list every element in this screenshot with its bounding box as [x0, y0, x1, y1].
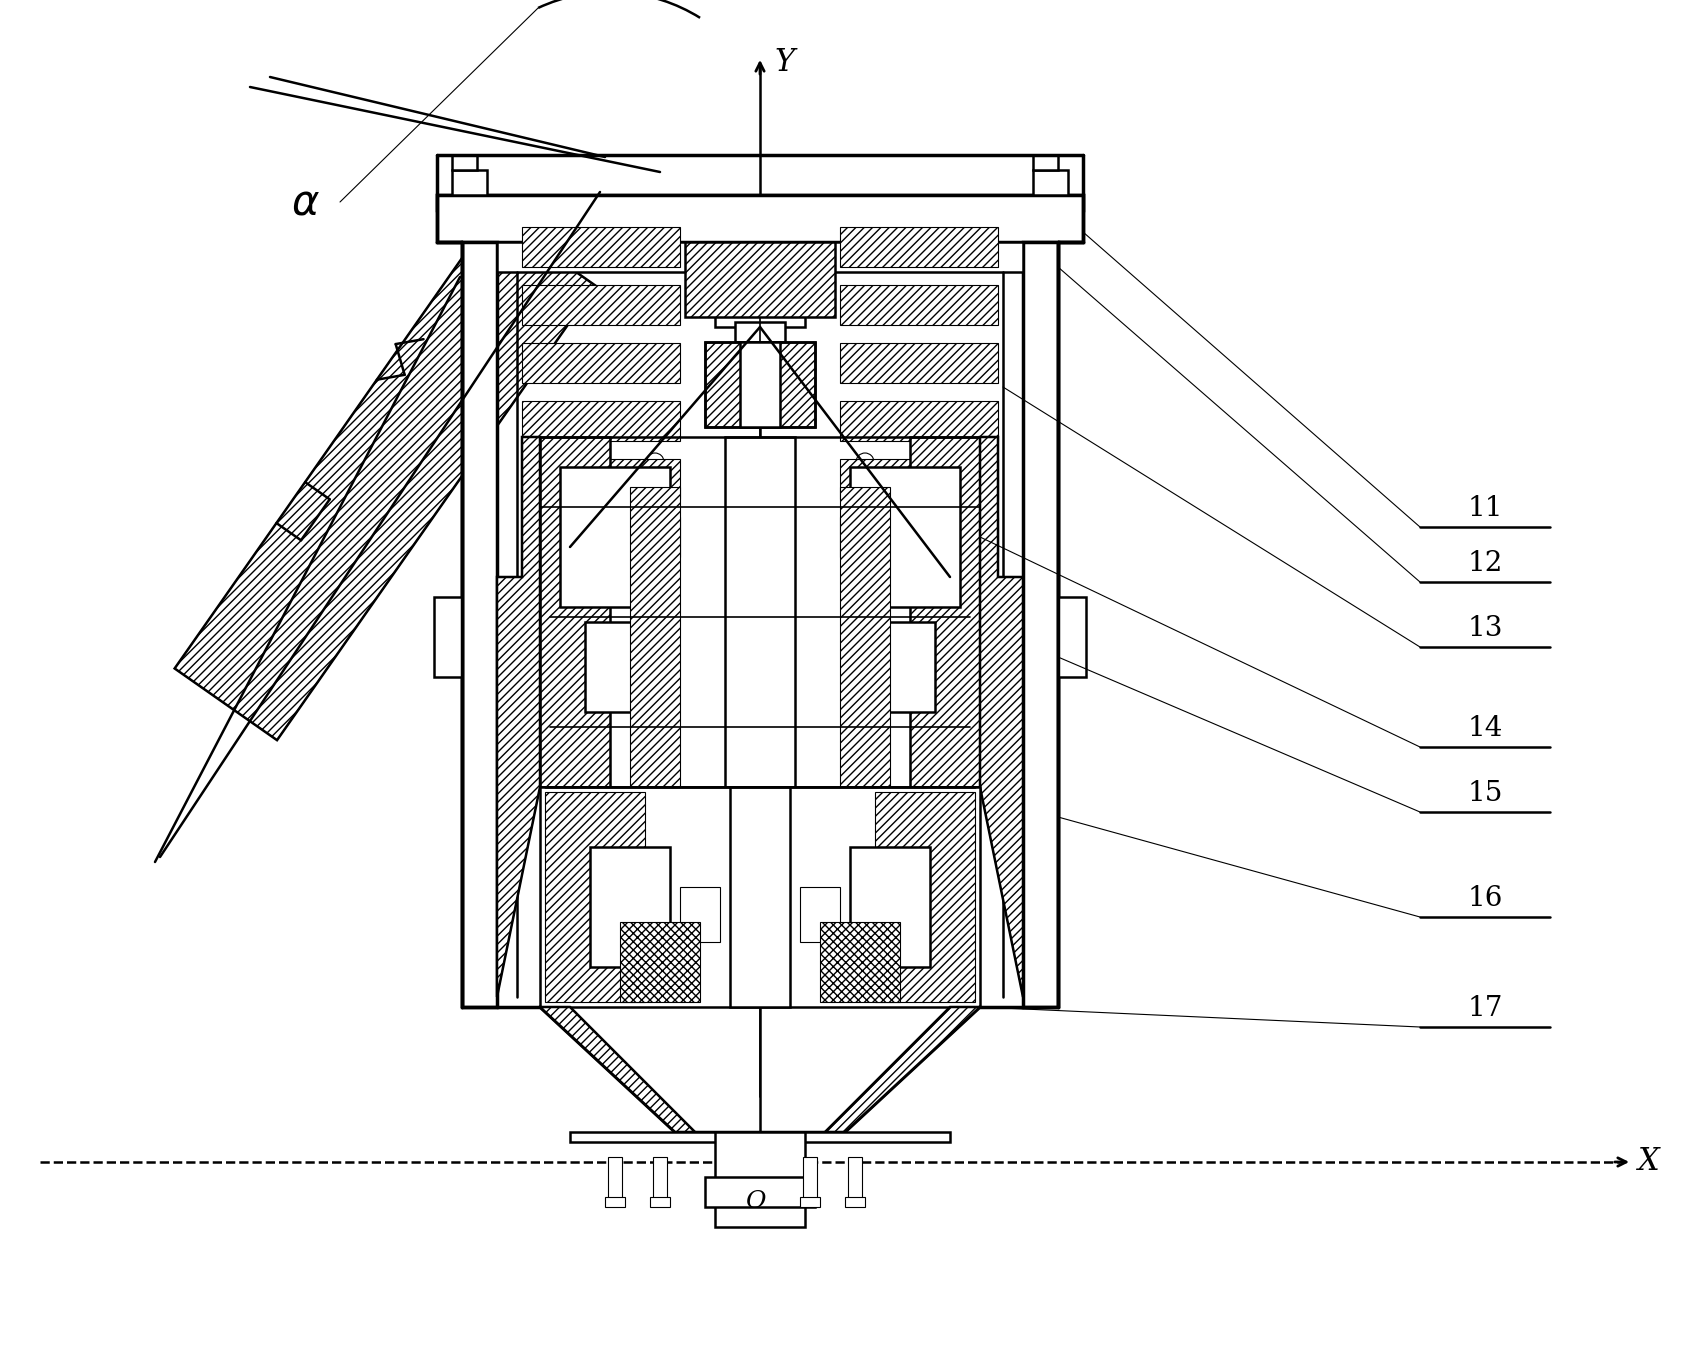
- Polygon shape: [979, 437, 1023, 997]
- Bar: [653, 1158, 666, 1202]
- Bar: [1033, 170, 1068, 195]
- Text: O: O: [745, 1190, 765, 1213]
- Text: 15: 15: [1467, 780, 1502, 807]
- Bar: [839, 459, 997, 499]
- Bar: [521, 459, 680, 499]
- Bar: [496, 242, 1023, 271]
- Bar: [545, 792, 644, 1001]
- Bar: [540, 437, 609, 787]
- Bar: [910, 437, 979, 787]
- Bar: [619, 921, 700, 1001]
- Bar: [649, 1197, 669, 1206]
- Text: 17: 17: [1467, 995, 1502, 1022]
- Bar: [839, 487, 890, 787]
- Bar: [540, 437, 609, 787]
- Bar: [434, 597, 463, 677]
- Bar: [839, 343, 997, 383]
- Text: Y: Y: [774, 46, 794, 77]
- Bar: [695, 247, 824, 297]
- Bar: [848, 1158, 861, 1202]
- Bar: [839, 227, 997, 267]
- Text: $\alpha$: $\alpha$: [291, 180, 320, 223]
- Bar: [437, 195, 1082, 210]
- Bar: [849, 467, 959, 607]
- Bar: [437, 195, 1082, 242]
- Bar: [463, 242, 496, 1007]
- Bar: [1058, 597, 1085, 677]
- Bar: [1033, 155, 1058, 170]
- Bar: [680, 887, 720, 942]
- Text: X: X: [1637, 1147, 1658, 1178]
- Bar: [799, 1197, 819, 1206]
- Bar: [705, 342, 814, 427]
- Bar: [685, 242, 834, 318]
- Bar: [1023, 242, 1058, 1007]
- Bar: [839, 402, 997, 441]
- Bar: [521, 343, 680, 383]
- Bar: [452, 155, 476, 170]
- Bar: [740, 342, 779, 427]
- Bar: [452, 170, 486, 195]
- Bar: [521, 517, 680, 556]
- Bar: [560, 467, 669, 607]
- Bar: [585, 622, 664, 712]
- Bar: [844, 1197, 865, 1206]
- Text: 13: 13: [1467, 615, 1502, 642]
- Bar: [590, 847, 669, 968]
- Bar: [604, 1197, 624, 1206]
- Bar: [705, 342, 814, 427]
- Text: 16: 16: [1467, 885, 1502, 912]
- Bar: [725, 437, 794, 787]
- Text: 14: 14: [1467, 715, 1502, 742]
- Bar: [839, 517, 997, 556]
- Bar: [607, 1158, 622, 1202]
- Bar: [570, 1132, 949, 1143]
- Bar: [799, 887, 839, 942]
- Bar: [849, 847, 930, 968]
- Text: 11: 11: [1467, 495, 1502, 522]
- Polygon shape: [540, 1007, 695, 1132]
- Bar: [715, 1132, 804, 1227]
- Bar: [540, 787, 979, 1007]
- Bar: [875, 792, 974, 1001]
- Polygon shape: [824, 1007, 979, 1132]
- Bar: [819, 921, 900, 1001]
- Bar: [802, 1158, 816, 1202]
- Bar: [521, 285, 680, 324]
- Polygon shape: [496, 437, 540, 997]
- Bar: [521, 227, 680, 267]
- Bar: [910, 437, 979, 787]
- Bar: [521, 402, 680, 441]
- Bar: [730, 787, 789, 1007]
- Polygon shape: [175, 214, 595, 740]
- Bar: [735, 322, 784, 342]
- Bar: [854, 622, 935, 712]
- Bar: [839, 285, 997, 324]
- Text: 12: 12: [1467, 550, 1502, 577]
- Bar: [705, 1177, 814, 1206]
- Bar: [629, 487, 680, 787]
- Bar: [715, 297, 804, 327]
